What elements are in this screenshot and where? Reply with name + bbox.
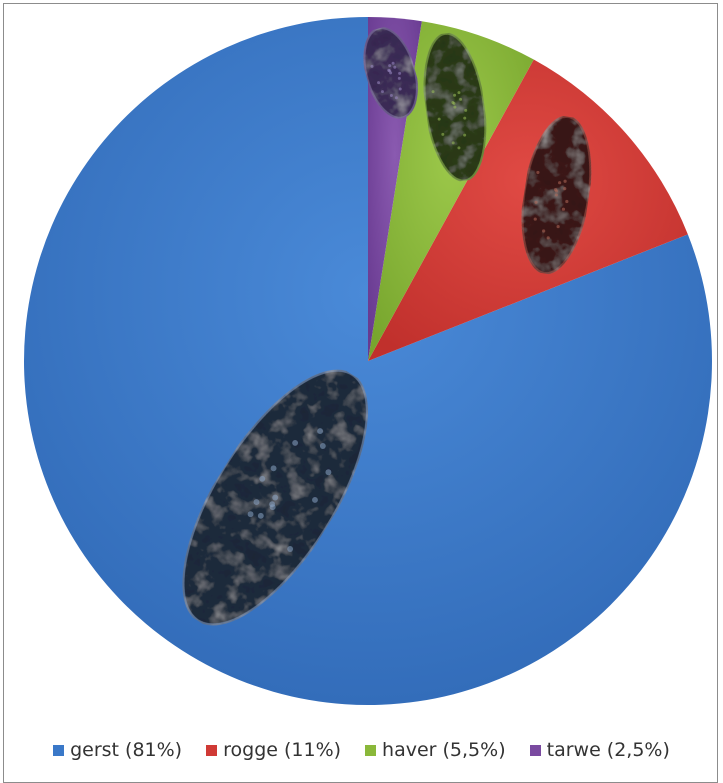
grain-speckle <box>377 81 381 85</box>
grain-speckle <box>272 494 279 501</box>
legend-item-haver: haver (5,5%) <box>365 739 506 761</box>
slice-images <box>182 27 592 626</box>
legend-swatch-haver <box>365 744 377 756</box>
grain-speckle <box>398 87 402 91</box>
legend-item-rogge: rogge (11%) <box>206 739 341 761</box>
grain-speckle <box>533 217 537 221</box>
grain-speckle <box>463 133 467 137</box>
grain-speckle <box>380 90 384 94</box>
grain-speckle <box>453 105 457 109</box>
grain-speckle <box>287 546 294 552</box>
grain-speckle <box>565 199 569 204</box>
grain-speckle <box>270 465 277 472</box>
grain-speckle <box>292 439 299 446</box>
grain-speckle <box>437 117 441 121</box>
grain-speckle <box>554 189 559 193</box>
legend-item-tarwe: tarwe (2,5%) <box>529 739 670 761</box>
grain-speckle <box>257 512 264 519</box>
grain-speckle <box>325 469 332 476</box>
legend-label-haver: haver (5,5%) <box>382 739 506 761</box>
chart-legend: gerst (81%) rogge (11%) haver (5,5%) tarwe … <box>0 736 723 764</box>
grain-speckle <box>389 93 393 97</box>
legend-label-gerst: gerst (81%) <box>70 739 183 761</box>
grain-speckle <box>441 132 445 136</box>
legend-label-rogge: rogge (11%) <box>223 739 342 761</box>
grain-speckle <box>459 97 463 101</box>
grain-speckle <box>388 64 392 68</box>
grain-speckle <box>394 96 398 100</box>
legend-swatch-rogge <box>206 744 218 756</box>
grain-speckle <box>253 499 260 506</box>
grain-speckle <box>397 76 401 80</box>
pie-slices <box>24 17 713 706</box>
grain-speckle <box>370 64 374 68</box>
grain-speckle <box>393 65 397 69</box>
grain-speckle <box>542 229 546 233</box>
grain-speckle <box>457 146 461 150</box>
legend-label-tarwe: tarwe (2,5%) <box>546 739 670 761</box>
grain-speckle <box>453 93 457 97</box>
grain-speckle <box>536 170 540 175</box>
grain-speckle <box>269 501 276 508</box>
grain-speckle <box>431 90 435 94</box>
legend-swatch-tarwe <box>529 744 541 756</box>
grain-speckle <box>317 428 324 435</box>
grain-speckle <box>563 187 567 191</box>
grain-speckle <box>457 91 461 95</box>
legend-swatch-gerst <box>53 744 65 756</box>
grain-speckle <box>398 71 402 75</box>
grain-speckle <box>463 116 467 120</box>
grain-speckle <box>558 181 562 185</box>
grain-speckle <box>561 207 566 211</box>
grain-speckle <box>391 61 395 65</box>
legend-item-gerst: gerst (81%) <box>53 739 182 761</box>
grain-speckle <box>319 443 326 449</box>
grain-speckle <box>452 102 456 106</box>
grain-speckle <box>556 224 560 229</box>
grain-speckle <box>247 511 254 518</box>
grain-speckle <box>388 69 392 73</box>
grain-speckle <box>259 475 266 482</box>
pie-chart <box>24 17 713 706</box>
grain-speckle <box>546 236 550 240</box>
grain-speckle <box>451 141 455 145</box>
grain-speckle <box>464 108 468 112</box>
grain-speckle <box>534 200 538 204</box>
grain-speckle <box>554 193 558 197</box>
grain-speckle <box>563 179 567 183</box>
grain-speckle <box>312 496 318 503</box>
